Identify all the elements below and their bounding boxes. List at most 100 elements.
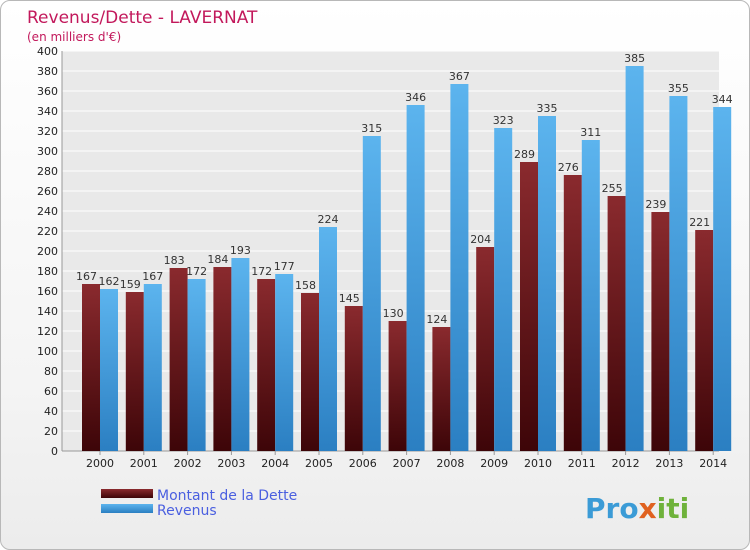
bar-revenus bbox=[494, 128, 513, 451]
y-tick-label: 260 bbox=[37, 185, 58, 198]
bar-debt bbox=[213, 267, 232, 451]
x-tick-label: 2014 bbox=[699, 457, 727, 470]
data-label-revenus: 172 bbox=[186, 265, 207, 278]
bar-debt bbox=[257, 279, 276, 451]
x-tick-label: 2009 bbox=[480, 457, 508, 470]
bar-debt bbox=[563, 175, 582, 451]
y-axis-ticks: 0 20 40 60 80 100 120 140 160 180 200 220 240 260 280 3… bbox=[37, 45, 58, 458]
data-label-debt: 184 bbox=[207, 253, 228, 266]
bar-revenus bbox=[450, 84, 469, 451]
data-label-debt: 255 bbox=[602, 182, 623, 195]
legend-swatch-debt bbox=[101, 489, 153, 498]
data-label-debt: 289 bbox=[514, 148, 535, 161]
y-tick-label: 240 bbox=[37, 205, 58, 218]
svg-text:Proxiti: Proxiti bbox=[585, 492, 689, 525]
legend: Montant de la Dette Revenus bbox=[101, 488, 297, 519]
data-label-revenus: 344 bbox=[712, 93, 733, 106]
y-tick-label: 200 bbox=[37, 245, 58, 258]
data-label-debt: 158 bbox=[295, 279, 316, 292]
y-tick-label: 180 bbox=[37, 265, 58, 278]
y-tick-label: 220 bbox=[37, 225, 58, 238]
y-tick-label: 300 bbox=[37, 145, 58, 158]
proxiti-logo: Proxiti bbox=[585, 492, 689, 525]
x-tick-label: 2008 bbox=[436, 457, 464, 470]
bar-revenus bbox=[275, 274, 294, 451]
y-tick-label: 340 bbox=[37, 105, 58, 118]
y-tick-label: 380 bbox=[37, 65, 58, 78]
x-tick-label: 2007 bbox=[393, 457, 421, 470]
data-label-revenus: 367 bbox=[449, 70, 470, 83]
x-tick-label: 2006 bbox=[349, 457, 377, 470]
bar-debt bbox=[695, 230, 714, 451]
legend-label-debt: Montant de la Dette bbox=[157, 488, 297, 504]
bar-revenus bbox=[713, 107, 732, 451]
data-label-debt: 276 bbox=[558, 161, 579, 174]
y-tick-label: 140 bbox=[37, 305, 58, 318]
y-tick-label: 40 bbox=[44, 405, 58, 418]
bar-revenus bbox=[143, 284, 162, 451]
data-label-debt: 221 bbox=[689, 216, 710, 229]
data-label-revenus: 385 bbox=[624, 52, 645, 65]
bar-revenus bbox=[625, 66, 644, 451]
bar-debt bbox=[651, 212, 670, 451]
y-tick-label: 60 bbox=[44, 385, 58, 398]
bar-debt bbox=[388, 321, 407, 451]
y-tick-label: 400 bbox=[37, 45, 58, 58]
x-tick-label: 2000 bbox=[86, 457, 114, 470]
x-axis-ticks: 2000 2001 2002 2003 2004 2005 2006 2007 2008 2009… bbox=[86, 451, 727, 470]
bar-revenus bbox=[187, 279, 206, 451]
x-tick-label: 2004 bbox=[261, 457, 289, 470]
bar-revenus bbox=[362, 136, 381, 451]
data-label-revenus: 167 bbox=[142, 270, 163, 283]
y-tick-label: 320 bbox=[37, 125, 58, 138]
y-tick-label: 280 bbox=[37, 165, 58, 178]
bar-revenus bbox=[319, 227, 337, 451]
x-tick-label: 2012 bbox=[612, 457, 640, 470]
data-label-debt: 159 bbox=[120, 278, 141, 291]
y-tick-label: 20 bbox=[44, 425, 58, 438]
legend-label-revenus: Revenus bbox=[157, 503, 217, 519]
data-label-debt: 124 bbox=[426, 313, 447, 326]
data-label-revenus: 346 bbox=[405, 91, 426, 104]
x-tick-label: 2013 bbox=[655, 457, 683, 470]
bar-revenus bbox=[406, 105, 425, 451]
x-tick-label: 2003 bbox=[217, 457, 245, 470]
data-label-revenus: 355 bbox=[668, 82, 689, 95]
bar-debt bbox=[432, 327, 451, 451]
y-tick-label: 80 bbox=[44, 365, 58, 378]
data-label-debt: 183 bbox=[164, 254, 185, 267]
data-label-debt: 130 bbox=[383, 307, 404, 320]
y-tick-label: 160 bbox=[37, 285, 58, 298]
data-label-revenus: 162 bbox=[99, 275, 120, 288]
bar-debt bbox=[125, 292, 144, 451]
y-tick-label: 100 bbox=[37, 345, 58, 358]
bar-debt bbox=[607, 196, 626, 451]
bar-revenus bbox=[231, 258, 250, 451]
bar-debt bbox=[301, 293, 319, 451]
y-tick-label: 360 bbox=[37, 85, 58, 98]
x-tick-label: 2011 bbox=[568, 457, 596, 470]
data-label-revenus: 193 bbox=[230, 244, 251, 257]
bar-revenus bbox=[581, 140, 600, 451]
data-label-revenus: 311 bbox=[580, 126, 601, 139]
data-label-revenus: 224 bbox=[318, 213, 339, 226]
data-label-revenus: 177 bbox=[274, 260, 295, 273]
chart-subtitle: (en milliers d'€) bbox=[27, 30, 121, 44]
bar-revenus bbox=[538, 116, 556, 451]
bar-debt bbox=[344, 306, 363, 451]
x-tick-label: 2001 bbox=[130, 457, 158, 470]
data-label-debt: 167 bbox=[76, 270, 97, 283]
data-label-debt: 145 bbox=[339, 292, 360, 305]
chart-title: Revenus/Dette - LAVERNAT bbox=[27, 8, 258, 28]
bar-debt bbox=[476, 247, 495, 451]
x-tick-label: 2005 bbox=[305, 457, 333, 470]
legend-swatch-revenus bbox=[101, 504, 153, 513]
bars bbox=[82, 66, 732, 451]
bar-revenus bbox=[669, 96, 688, 451]
bar-debt bbox=[169, 268, 188, 451]
data-label-revenus: 335 bbox=[537, 102, 558, 115]
data-label-revenus: 323 bbox=[493, 114, 514, 127]
